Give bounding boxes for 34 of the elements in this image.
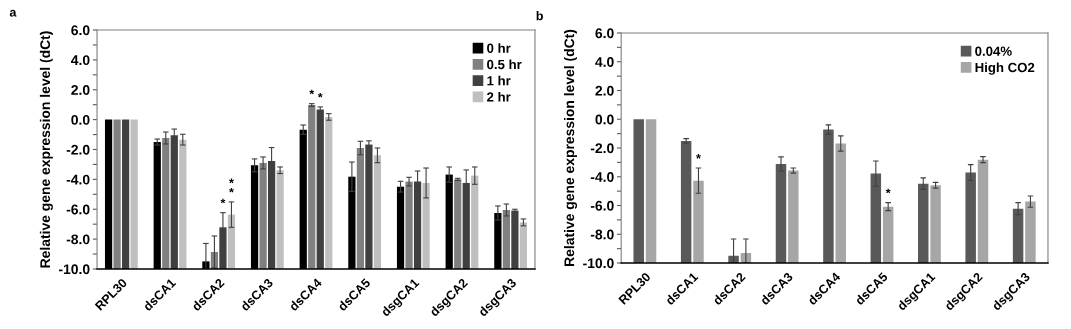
y-axis-title: Relative gene expression level (dCt) (564, 29, 578, 266)
y-tick-label: 6.0 (71, 25, 90, 36)
y-tick-label: -8.0 (66, 234, 90, 245)
y-tick-label: 2.0 (71, 85, 90, 95)
legend-label: 0.04% (975, 46, 1012, 56)
data-label: * (885, 188, 891, 194)
legend-label: High CO2 (975, 62, 1035, 75)
y-tick-label: -6.0 (590, 200, 614, 211)
y-tick-label: -4.0 (66, 174, 90, 185)
y-axis-title: Relative gene expression level (dCt) (39, 31, 53, 268)
legend-label: 0.5 hr (487, 59, 522, 70)
chart-title: b (536, 11, 543, 21)
data-label: * (220, 198, 226, 204)
legend-label: 1 hr (487, 75, 511, 86)
chart-title: a (9, 9, 17, 17)
y-tick-label: -10.0 (583, 258, 614, 269)
y-tick-label: 0.0 (71, 114, 90, 125)
y-tick-label: -6.0 (66, 204, 90, 215)
y-tick-label: -2.0 (66, 144, 90, 155)
y-tick-label: -8.0 (590, 229, 614, 240)
y-tick-label: -10.0 (58, 264, 90, 275)
y-tick-label: -4.0 (590, 172, 614, 182)
y-tick-label: -2.0 (590, 143, 614, 154)
data-label: * (317, 92, 323, 98)
legend-label: 0 hr (487, 43, 511, 53)
data-label: * * (229, 178, 234, 193)
data-label: * (309, 89, 315, 95)
y-tick-label: 2.0 (595, 85, 614, 96)
y-tick-label: 4.0 (595, 57, 614, 67)
data-label: * (696, 154, 701, 159)
y-tick-label: 4.0 (70, 55, 90, 66)
y-tick-label: 6.0 (595, 28, 614, 39)
legend-label: 2 hr (487, 91, 511, 102)
y-tick-label: 0.0 (595, 114, 614, 125)
